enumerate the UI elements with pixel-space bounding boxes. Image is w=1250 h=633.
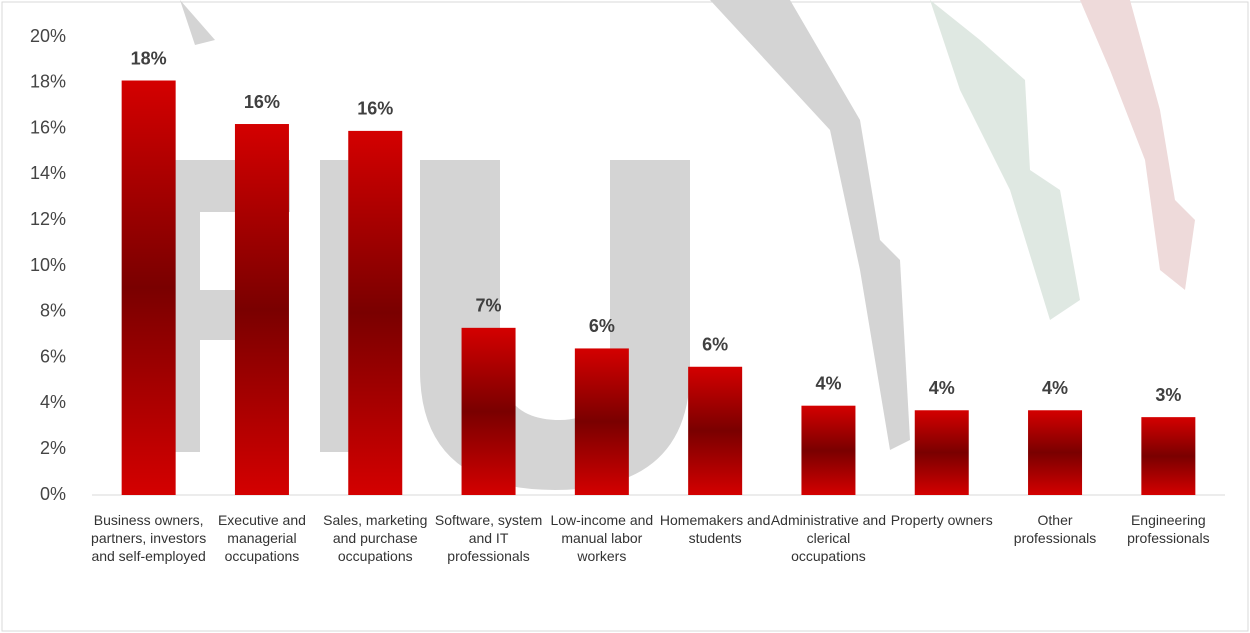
x-tick-label: Executive and managerial occupations — [217, 512, 306, 564]
bar — [121, 80, 176, 495]
data-label: 6% — [702, 335, 728, 355]
y-tick-label: 12% — [30, 209, 66, 229]
bar — [1028, 410, 1083, 495]
x-tick-label: Property owners — [890, 512, 993, 528]
y-tick-label: 10% — [30, 255, 66, 275]
x-tick-label: Software, system and IT professionals — [434, 512, 543, 564]
data-label: 16% — [244, 92, 280, 112]
y-tick-label: 4% — [40, 392, 66, 412]
x-tick-label: Engineering professionals — [1127, 512, 1210, 546]
bar — [234, 124, 289, 496]
watermark-arc — [1080, 0, 1195, 290]
data-label: 4% — [815, 373, 841, 393]
y-tick-label: 8% — [40, 301, 66, 321]
watermark-arc — [180, 0, 215, 45]
bar — [461, 327, 516, 495]
bar — [1141, 417, 1196, 495]
y-tick-label: 20% — [30, 26, 66, 46]
y-tick-label: 14% — [30, 163, 66, 183]
x-tick-label: Business owners, partners, investors and… — [91, 512, 207, 564]
data-label: 16% — [357, 99, 393, 119]
watermark-arc — [930, 0, 1080, 320]
y-tick-label: 6% — [40, 346, 66, 366]
x-tick-label: Other professionals — [1013, 512, 1097, 546]
y-tick-label: 2% — [40, 438, 66, 458]
x-tick-label: Sales, marketing and purchase occupation… — [323, 512, 428, 564]
bar — [688, 366, 743, 495]
watermark-u — [420, 160, 690, 490]
bar — [801, 405, 856, 495]
watermark-arc — [710, 0, 910, 450]
y-tick-label: 16% — [30, 117, 66, 137]
bar — [914, 410, 969, 495]
x-tick-label: Low-income and manual labor workers — [550, 512, 654, 564]
y-tick-label: 0% — [40, 484, 66, 504]
bar — [574, 348, 629, 495]
data-label: 18% — [131, 48, 167, 68]
y-tick-label: 18% — [30, 72, 66, 92]
data-label: 6% — [589, 316, 615, 336]
x-tick-label: Administrative and clerical occupations — [770, 512, 887, 564]
data-label: 4% — [1042, 378, 1068, 398]
x-tick-label: Homemakers and students — [659, 512, 771, 546]
data-label: 4% — [929, 378, 955, 398]
data-label: 3% — [1155, 385, 1181, 405]
bar — [348, 130, 403, 495]
data-label: 7% — [476, 296, 502, 316]
